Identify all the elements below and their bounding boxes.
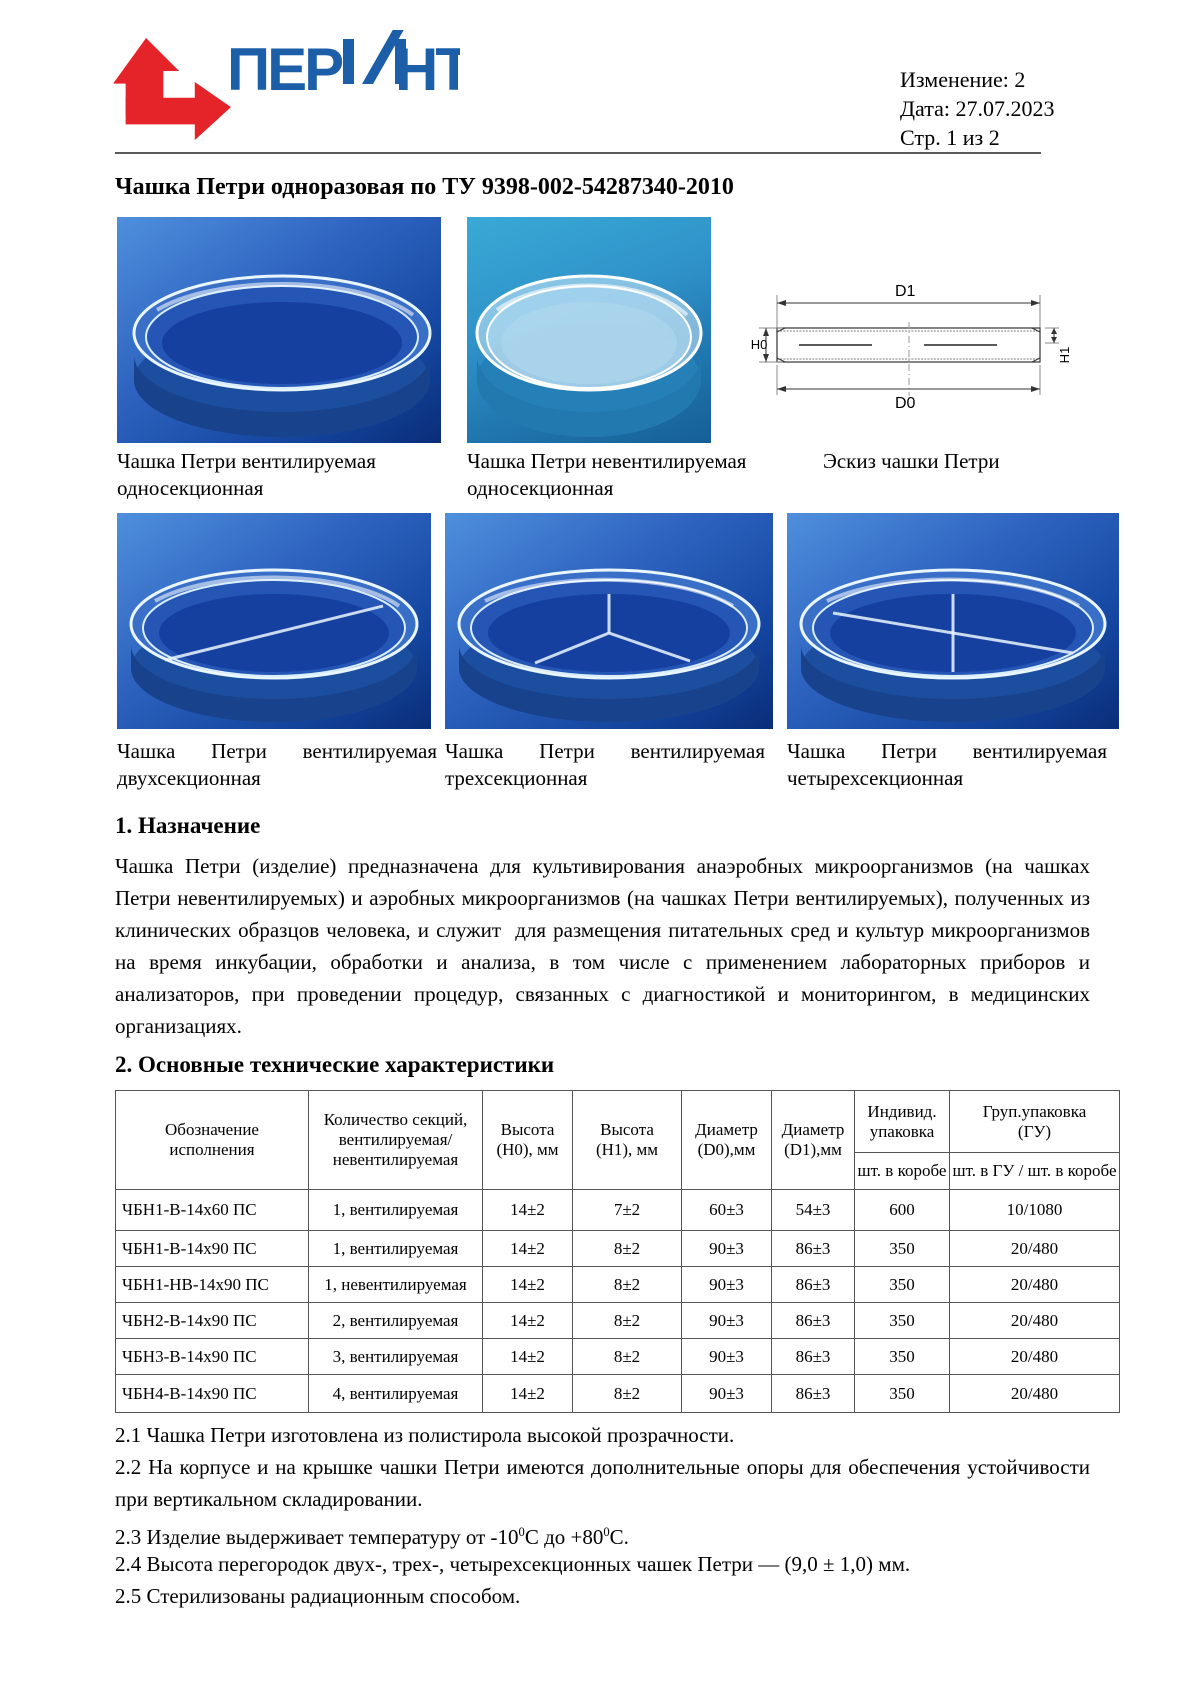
svg-text:H0: H0 <box>751 337 768 352</box>
svg-text:H1: H1 <box>1057 347 1072 364</box>
svg-text:ПЕР: ПЕР <box>230 36 342 103</box>
svg-text:НТ: НТ <box>395 36 460 103</box>
svg-text:D0: D0 <box>895 395 916 412</box>
svg-text:D1: D1 <box>895 283 916 300</box>
